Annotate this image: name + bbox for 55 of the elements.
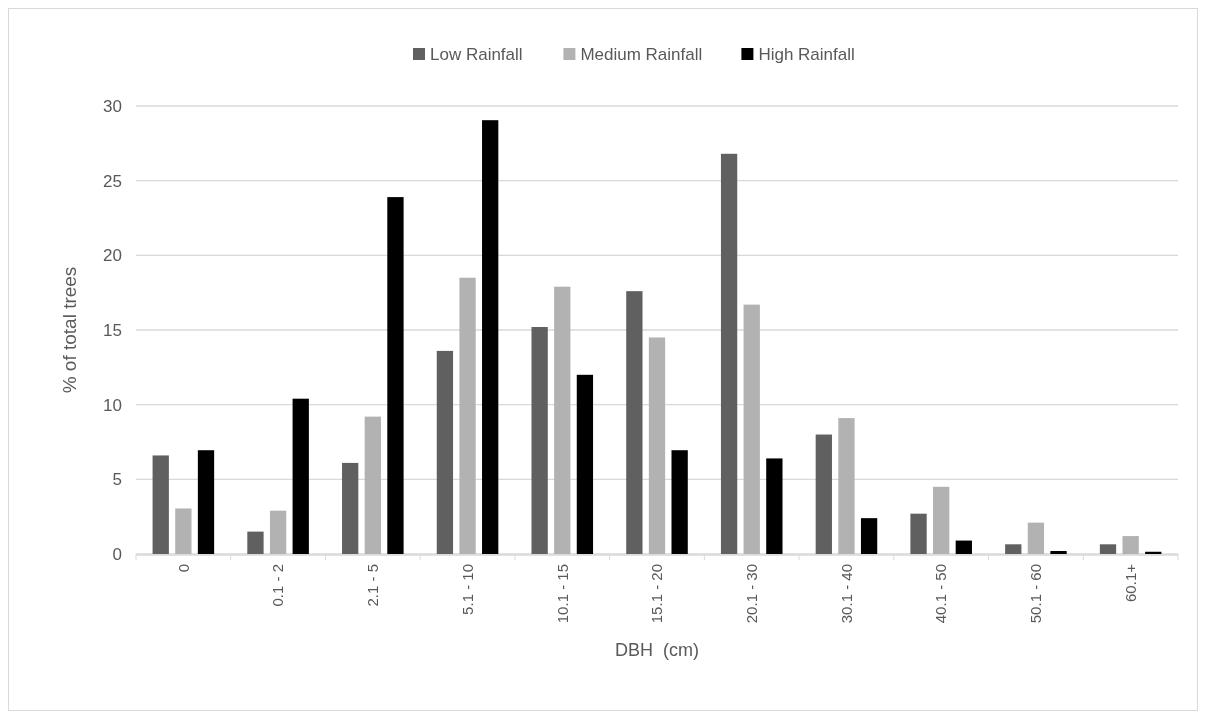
bar	[933, 486, 950, 554]
bar	[364, 416, 381, 554]
y-tick-label: 10	[103, 395, 122, 415]
bar	[292, 398, 309, 554]
y-tick-label: 15	[103, 320, 122, 340]
legend-label: High Rainfall	[758, 44, 855, 64]
x-tick-label: 10.1 - 15	[553, 564, 571, 624]
bar	[576, 374, 594, 554]
y-tick-label: 0	[112, 544, 122, 564]
bar	[152, 455, 169, 554]
bar	[1099, 544, 1117, 554]
bar	[175, 508, 192, 554]
y-tick-label: 25	[103, 171, 122, 191]
bar	[197, 450, 215, 554]
bar	[910, 513, 927, 554]
x-tick-label: 0	[174, 564, 192, 573]
bar	[436, 350, 454, 554]
bar	[482, 120, 499, 554]
x-tick-label: 40.1 - 50	[932, 564, 950, 624]
bar	[1122, 536, 1139, 554]
y-tick-label: 20	[103, 246, 122, 266]
bar	[247, 531, 264, 554]
x-axis-title: DBH (cm)	[615, 640, 699, 660]
y-tick-label: 5	[112, 470, 122, 490]
bar	[1027, 522, 1045, 554]
x-tick-label: 30.1 - 40	[837, 564, 855, 624]
bar	[766, 458, 783, 554]
bar	[720, 153, 738, 554]
y-axis-title: % of total trees	[59, 266, 80, 394]
bar	[955, 540, 972, 554]
legend-label: Medium Rainfall	[580, 44, 703, 64]
bar	[815, 434, 832, 554]
legend-label: Low Rainfall	[430, 44, 523, 64]
bar	[554, 286, 571, 554]
x-tick-label: 2.1 - 5	[364, 564, 382, 607]
bar	[860, 518, 878, 554]
bar	[1050, 551, 1067, 554]
bar	[743, 304, 760, 554]
bar	[387, 197, 404, 554]
x-tick-label: 50.1 - 60	[1027, 564, 1045, 624]
x-tick-label: 20.1 - 30	[742, 564, 760, 624]
bar	[1005, 544, 1022, 554]
bar	[671, 450, 688, 554]
x-tick-label: 0.1 - 2	[269, 564, 287, 607]
bar	[269, 510, 287, 554]
bar	[342, 462, 359, 554]
x-tick-label: 60.1+	[1121, 563, 1139, 602]
x-tick-label: 5.1 - 10	[458, 564, 476, 615]
bar	[648, 337, 666, 554]
bar	[838, 418, 855, 554]
bar	[626, 291, 643, 554]
bar	[459, 277, 476, 554]
y-tick-label: 30	[103, 96, 122, 116]
x-tick-label: 15.1 - 20	[648, 564, 666, 624]
bar	[531, 327, 548, 554]
